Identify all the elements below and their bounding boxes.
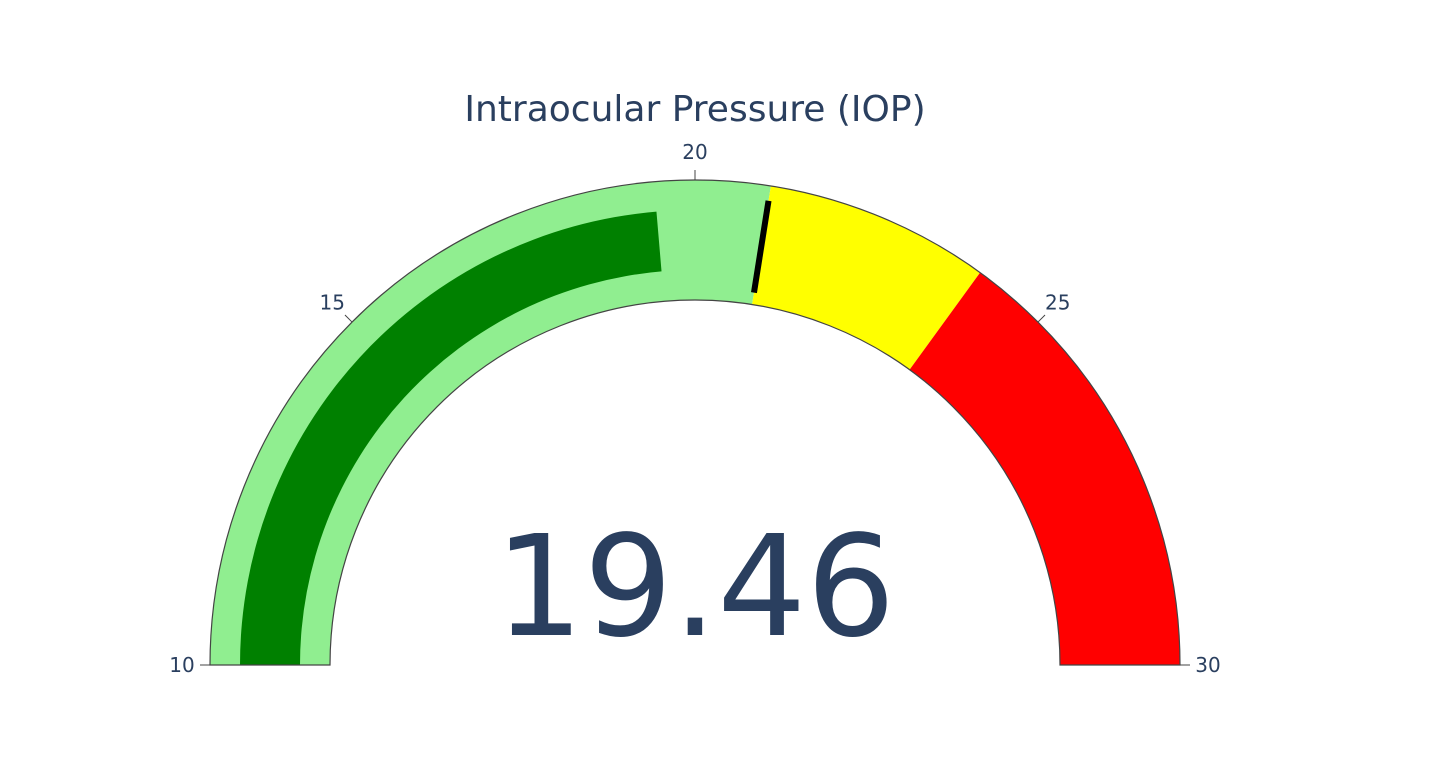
chart-title: Intraocular Pressure (IOP) — [464, 89, 925, 130]
gauge-tick-label: 15 — [320, 290, 345, 314]
gauge-threshold-layer — [751, 200, 772, 294]
gauge-tick-label: 30 — [1195, 653, 1220, 677]
gauge-value-number: 19.46 — [495, 506, 896, 669]
gauge-axis-ticks: 10 15 20 25 30 — [169, 140, 1220, 677]
gauge-tick-label: 10 — [169, 653, 194, 677]
gauge-value-bar — [240, 211, 662, 665]
gauge-tick-label: 20 — [682, 140, 707, 164]
gauge-tick-mark — [344, 314, 353, 323]
gauge-step-2 — [752, 185, 981, 370]
gauge-threshold-marker — [751, 200, 772, 294]
gauge-bar-layer — [240, 211, 662, 665]
gauge-outline — [209, 179, 1181, 666]
gauge-step-3 — [909, 272, 1180, 665]
gauge-outline-layer — [209, 179, 1181, 666]
gauge-tick-mark — [1037, 314, 1046, 323]
gauge-tick-label: 25 — [1045, 290, 1070, 314]
